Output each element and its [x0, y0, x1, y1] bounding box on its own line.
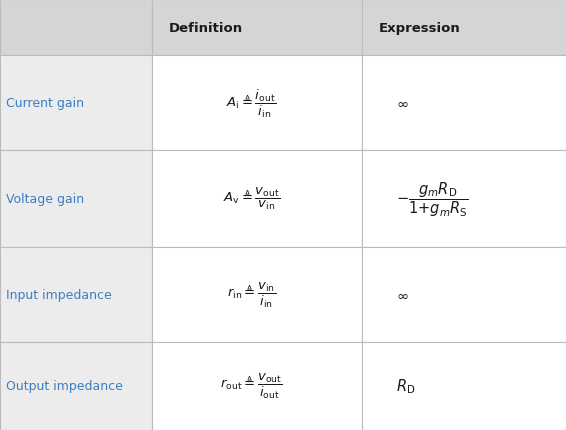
- Bar: [152, 342, 362, 430]
- Bar: [362, 0, 566, 56]
- Text: $A_\mathrm{v} \triangleq \dfrac{v_\mathrm{out}}{v_\mathrm{in}}$: $A_\mathrm{v} \triangleq \dfrac{v_\mathr…: [222, 186, 280, 212]
- Text: $A_\mathrm{i} \triangleq \dfrac{i_\mathrm{out}}{i_\mathrm{in}}$: $A_\mathrm{i} \triangleq \dfrac{i_\mathr…: [226, 87, 276, 119]
- Text: $\infty$: $\infty$: [396, 287, 409, 302]
- Bar: [362, 150, 566, 247]
- Bar: [0, 342, 152, 430]
- Bar: [0, 56, 152, 150]
- Text: $r_\mathrm{in} \triangleq \dfrac{v_\mathrm{in}}{i_\mathrm{in}}$: $r_\mathrm{in} \triangleq \dfrac{v_\math…: [227, 280, 276, 309]
- Bar: [152, 150, 362, 247]
- Text: Output impedance: Output impedance: [6, 379, 122, 393]
- Text: Definition: Definition: [169, 22, 243, 34]
- Text: Current gain: Current gain: [6, 97, 84, 110]
- Text: Expression: Expression: [379, 22, 460, 34]
- Text: $\infty$: $\infty$: [396, 96, 409, 111]
- Bar: [152, 0, 362, 56]
- Text: Voltage gain: Voltage gain: [6, 192, 84, 206]
- Bar: [0, 0, 152, 56]
- Bar: [152, 56, 362, 150]
- Bar: [152, 247, 362, 342]
- Bar: [362, 247, 566, 342]
- Bar: [362, 342, 566, 430]
- Text: $r_\mathrm{out} \triangleq \dfrac{v_\mathrm{out}}{i_\mathrm{out}}$: $r_\mathrm{out} \triangleq \dfrac{v_\mat…: [220, 371, 282, 401]
- Bar: [362, 56, 566, 150]
- Text: $-\dfrac{g_m R_\mathrm{D}}{1{+}g_m R_\mathrm{S}}$: $-\dfrac{g_m R_\mathrm{D}}{1{+}g_m R_\ma…: [396, 180, 469, 218]
- Bar: [0, 150, 152, 247]
- Text: Input impedance: Input impedance: [6, 288, 112, 301]
- Bar: [0, 247, 152, 342]
- Text: $R_\mathrm{D}$: $R_\mathrm{D}$: [396, 377, 415, 395]
